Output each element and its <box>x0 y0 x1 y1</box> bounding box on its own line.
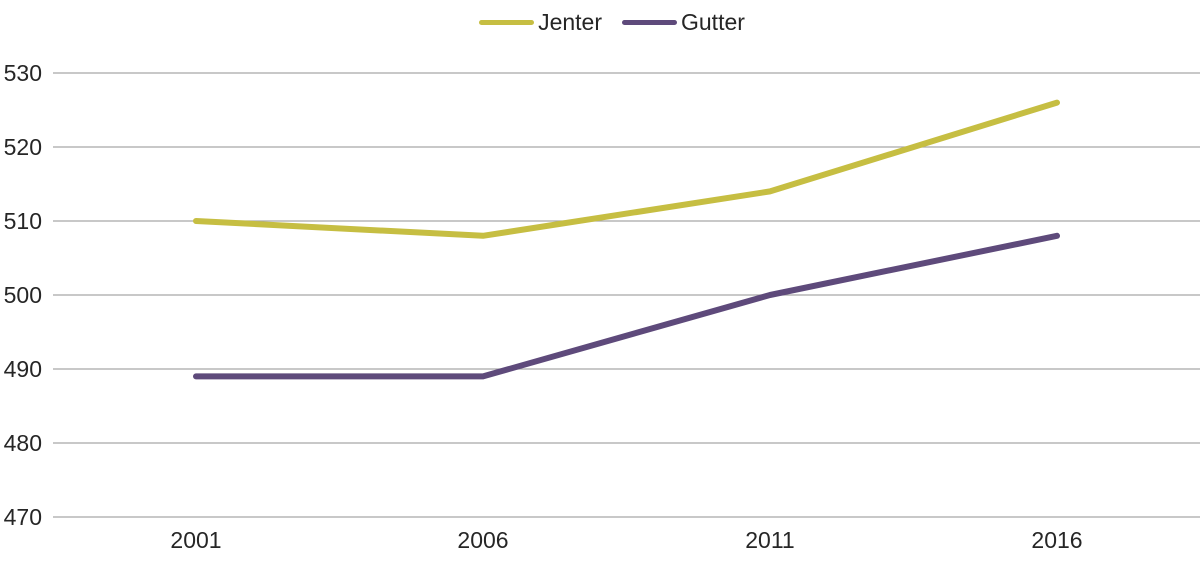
x-tick-label: 2001 <box>170 527 221 553</box>
legend: Jenter Gutter <box>12 9 1200 37</box>
y-tick-label: 530 <box>4 60 42 86</box>
y-tick-label: 510 <box>4 208 42 234</box>
y-tick-label: 500 <box>4 282 42 308</box>
series-line-jenter[interactable] <box>193 99 1060 239</box>
legend-item-gutter[interactable]: Gutter <box>622 9 745 37</box>
y-tick-label: 480 <box>4 430 42 456</box>
x-tick-label: 2016 <box>1031 527 1082 553</box>
x-tick-label: 2006 <box>457 527 508 553</box>
y-tick-label: 520 <box>4 134 42 160</box>
legend-swatch-jenter <box>479 20 535 26</box>
x-tick-label: 2011 <box>745 527 794 553</box>
y-tick-label: 490 <box>4 356 42 382</box>
legend-item-jenter[interactable]: Jenter <box>479 9 602 37</box>
legend-label-jenter: Jenter <box>538 9 602 35</box>
y-tick-label: 470 <box>4 504 42 530</box>
series-line-gutter[interactable] <box>193 232 1060 380</box>
legend-label-gutter: Gutter <box>681 9 745 35</box>
legend-swatch-gutter <box>622 20 677 26</box>
